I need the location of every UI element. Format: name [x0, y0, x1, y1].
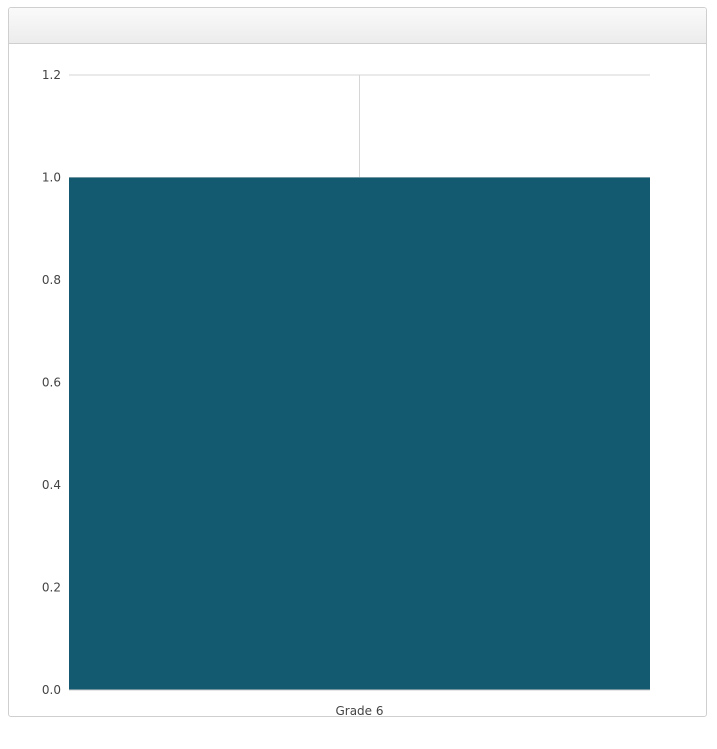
bar — [69, 177, 650, 690]
y-tick-label: 1.0 — [42, 171, 61, 185]
y-tick-label: 1.2 — [42, 68, 61, 82]
y-tick-label: 0.4 — [42, 478, 61, 492]
x-tick-label: Grade 6 — [335, 704, 383, 718]
y-tick-label: 0.0 — [42, 683, 61, 697]
panel-header — [9, 8, 706, 44]
y-tick-label: 0.6 — [42, 376, 61, 390]
y-tick-label: 0.2 — [42, 581, 61, 595]
y-tick-label: 0.8 — [42, 273, 61, 287]
